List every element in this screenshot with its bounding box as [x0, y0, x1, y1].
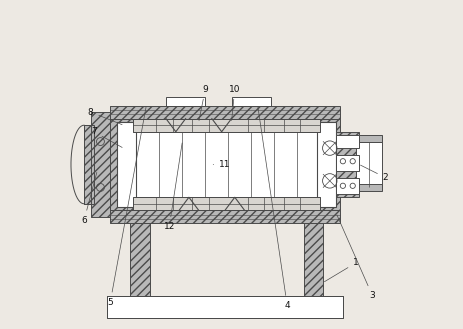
Text: 11: 11 — [213, 160, 231, 169]
Bar — [133, 197, 320, 210]
Text: 10: 10 — [229, 85, 240, 120]
Text: 8: 8 — [88, 108, 122, 125]
Bar — [110, 210, 340, 223]
Bar — [336, 135, 359, 148]
Bar — [232, 97, 271, 106]
Bar — [304, 223, 323, 295]
Text: 5: 5 — [107, 107, 146, 307]
Bar — [133, 119, 320, 210]
Text: 6: 6 — [81, 172, 97, 225]
Bar — [356, 184, 382, 191]
Bar — [356, 135, 382, 141]
Bar — [107, 295, 343, 318]
Bar — [356, 141, 382, 188]
Bar — [336, 178, 359, 194]
Text: 4: 4 — [258, 107, 290, 310]
Text: 12: 12 — [163, 143, 182, 231]
Text: 3: 3 — [337, 215, 375, 300]
Text: 7: 7 — [91, 127, 122, 147]
Text: 1: 1 — [325, 258, 359, 282]
Bar — [336, 132, 359, 197]
Bar — [130, 223, 150, 295]
Text: 2: 2 — [361, 165, 388, 182]
Text: 9: 9 — [199, 85, 208, 120]
Bar — [91, 112, 110, 217]
Bar — [117, 122, 137, 207]
Bar — [317, 122, 336, 207]
Bar — [166, 97, 205, 106]
Bar — [133, 119, 320, 132]
Bar — [110, 106, 340, 119]
Bar — [84, 125, 94, 204]
Bar — [320, 119, 340, 210]
Bar — [336, 155, 359, 171]
Bar — [110, 119, 133, 210]
